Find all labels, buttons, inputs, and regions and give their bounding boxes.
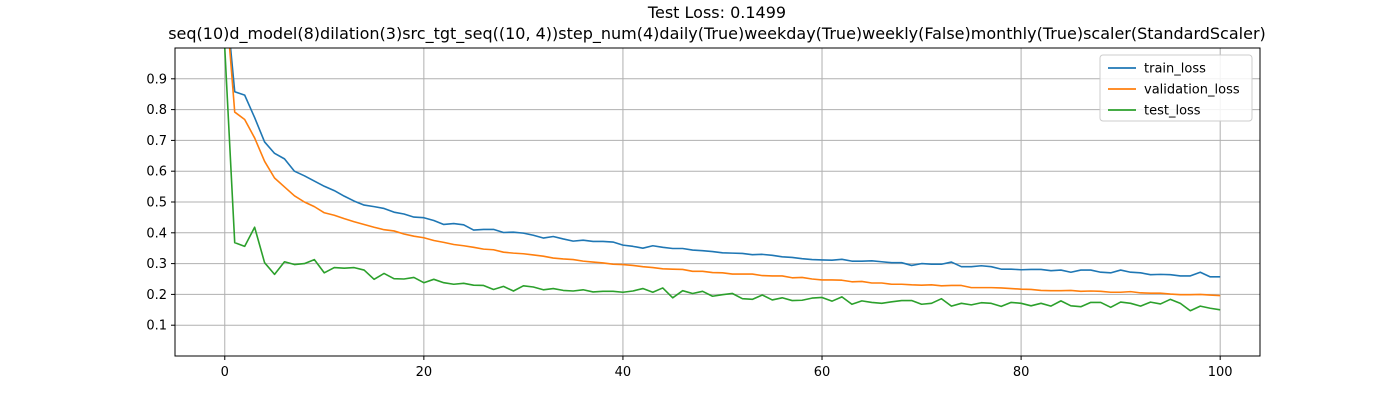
x-tick-label: 80 bbox=[1013, 365, 1030, 380]
x-tick-label: 60 bbox=[814, 365, 831, 380]
x-tick-label: 0 bbox=[221, 365, 229, 380]
y-tick-label: 0.2 bbox=[146, 288, 167, 303]
legend-box bbox=[1099, 54, 1253, 122]
y-tick-label: 0.3 bbox=[146, 257, 167, 272]
chart-subtitle: seq(10)d_model(8)dilation(3)src_tgt_seq(… bbox=[168, 24, 1266, 43]
y-tick-label: 0.5 bbox=[146, 196, 167, 211]
y-tick-label: 0.4 bbox=[146, 226, 167, 241]
x-tick-label: 20 bbox=[416, 365, 433, 380]
y-tick-label: 0.7 bbox=[146, 134, 167, 149]
y-tick-label: 0.6 bbox=[146, 165, 167, 180]
chart-title: Test Loss: 0.1499 bbox=[647, 3, 787, 22]
series-line-validation-loss bbox=[228, 48, 1221, 297]
grid bbox=[175, 48, 1260, 356]
y-tick-label: 0.8 bbox=[146, 103, 167, 118]
series-line-train-loss bbox=[229, 48, 1221, 278]
legend: train_loss validation_loss test_loss bbox=[1099, 54, 1253, 122]
y-tick-label: 0.9 bbox=[146, 72, 167, 87]
x-tick-label: 40 bbox=[615, 365, 632, 380]
legend-label: test_loss bbox=[1144, 104, 1201, 119]
x-tick-label: 100 bbox=[1208, 365, 1233, 380]
legend-label: validation_loss bbox=[1144, 83, 1240, 98]
axes: 0 20 40 60 80 100 0.1 0.2 0.3 0.4 0.5 0.6 0.7 0.8 0.9 bbox=[146, 72, 1232, 380]
y-tick-label: 0.1 bbox=[146, 319, 167, 334]
series-line-test-loss bbox=[223, 48, 1221, 312]
series-layer bbox=[223, 48, 1221, 312]
legend-label: train_loss bbox=[1144, 62, 1206, 77]
